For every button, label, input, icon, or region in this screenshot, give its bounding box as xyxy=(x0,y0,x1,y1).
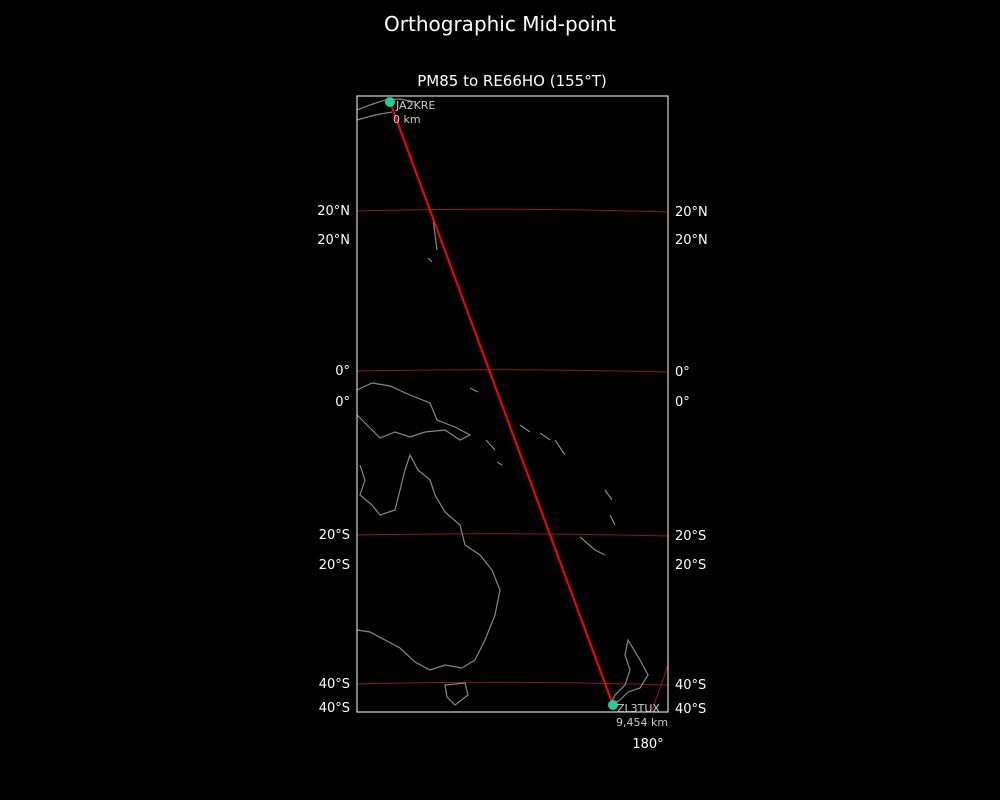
australia-coast xyxy=(357,453,501,671)
grid-label: 20°S xyxy=(319,558,350,573)
end-call: ZL3TUX xyxy=(617,702,660,715)
grid-label: 0° xyxy=(675,365,690,380)
great-circle-path xyxy=(389,101,614,706)
right-labels: 20°N 20°N 0° 0° 20°S 20°S 40°S 40°S xyxy=(675,205,708,717)
grid-label: 20°N xyxy=(317,233,350,248)
tasmania-coast xyxy=(444,682,469,706)
grid-label: 20°N xyxy=(675,205,708,220)
parallel-20s xyxy=(357,533,668,537)
islands xyxy=(427,217,616,556)
grid-label: 40°S xyxy=(675,678,706,693)
grid-label-bottom: 180° xyxy=(632,737,663,752)
grid-label: 0° xyxy=(335,395,350,410)
new-guinea-coast xyxy=(357,382,472,441)
end-station-marker[interactable] xyxy=(608,700,618,710)
parallel-20n xyxy=(357,208,668,213)
grid-label: 20°N xyxy=(317,204,350,219)
coastlines xyxy=(357,98,649,707)
figure-title: Orthographic Mid-point xyxy=(384,12,616,36)
parallel-0 xyxy=(357,369,668,373)
start-station-marker[interactable] xyxy=(385,97,395,107)
meridian-180 xyxy=(650,664,668,712)
end-distance: 9,454 km xyxy=(616,716,668,729)
grid-label: 40°S xyxy=(319,701,350,716)
grid-label: 20°S xyxy=(675,558,706,573)
start-call: JA2KRE xyxy=(395,99,435,112)
graticule xyxy=(357,208,668,712)
start-distance: 0 km xyxy=(393,113,421,126)
grid-label: 40°S xyxy=(675,702,706,717)
map-frame xyxy=(356,95,669,713)
grid-label: 20°S xyxy=(319,528,350,543)
grid-label: 0° xyxy=(335,364,350,379)
japan-coast xyxy=(357,98,416,121)
map-subtitle: PM85 to RE66HO (155°T) xyxy=(417,72,607,90)
grid-label: 0° xyxy=(675,395,690,410)
left-labels: 20°N 20°N 0° 0° 20°S 20°S 40°S 40°S xyxy=(317,204,350,716)
grid-label: 20°S xyxy=(675,529,706,544)
new-zealand-coast xyxy=(608,638,649,707)
parallel-40s xyxy=(357,681,668,686)
grid-label: 40°S xyxy=(319,677,350,692)
grid-label: 20°N xyxy=(675,233,708,248)
